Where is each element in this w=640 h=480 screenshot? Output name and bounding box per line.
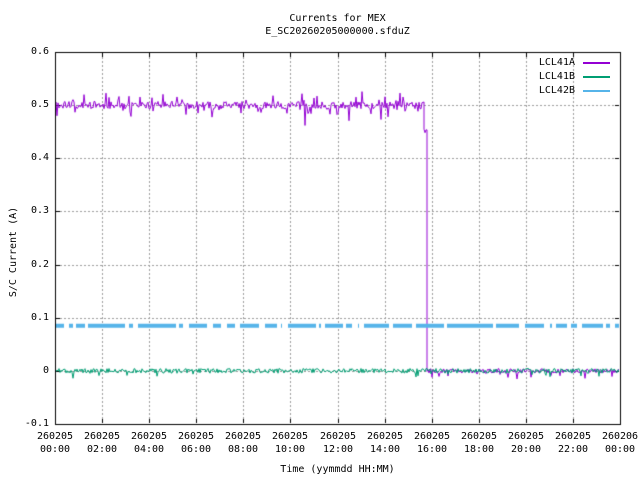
- y-tick-label: 0.4: [30, 152, 49, 163]
- x-tick-label: 260206 00:00: [589, 430, 640, 456]
- x-tick-time: 22:00: [557, 444, 589, 455]
- x-tick-date: 260205: [83, 431, 121, 442]
- x-tick-date: 260205: [36, 431, 74, 442]
- x-tick-label: 260205 08:00: [212, 430, 274, 456]
- x-tick-label: 260205 02:00: [71, 430, 133, 456]
- x-tick-label: 260205 06:00: [165, 430, 227, 456]
- x-tick-date: 260205: [460, 431, 498, 442]
- x-tick-date: 260205: [366, 431, 404, 442]
- legend-label: LCL41B: [538, 71, 575, 82]
- chart-subtitle: E_SC20260205000000.sfduZ: [265, 26, 410, 37]
- x-tick-time: 14:00: [369, 444, 401, 455]
- legend-entry: LCL41A: [539, 56, 610, 70]
- x-tick-label: 260205 00:00: [24, 430, 86, 456]
- x-tick-date: 260205: [413, 431, 451, 442]
- x-tick-date: 260205: [319, 431, 357, 442]
- y-tick-label: 0: [42, 365, 49, 376]
- legend-line-sample: [583, 76, 610, 78]
- x-tick-time: 00:00: [604, 444, 636, 455]
- x-axis-label: Time (yymmdd HH:MM): [280, 464, 395, 475]
- y-tick-label: 0.1: [30, 312, 49, 323]
- x-tick-date: 260205: [177, 431, 215, 442]
- x-tick-label: 260205 04:00: [118, 430, 180, 456]
- x-tick-date: 260205: [224, 431, 262, 442]
- x-tick-date: 260205: [271, 431, 309, 442]
- x-tick-label: 260205 14:00: [354, 430, 416, 456]
- x-tick-label: 260205 20:00: [495, 430, 557, 456]
- x-tick-time: 16:00: [416, 444, 448, 455]
- x-tick-time: 08:00: [227, 444, 259, 455]
- x-tick-label: 260205 18:00: [448, 430, 510, 456]
- x-tick-date: 260205: [554, 431, 592, 442]
- x-tick-time: 02:00: [86, 444, 118, 455]
- y-tick-label: 0.6: [30, 46, 49, 57]
- legend-line-sample: [583, 90, 610, 92]
- legend-label: LCL41A: [538, 57, 575, 68]
- y-tick-label: 0.5: [30, 99, 49, 110]
- chart-title: Currents for MEX: [289, 13, 386, 24]
- y-tick-label: 0.3: [30, 205, 49, 216]
- x-tick-time: 06:00: [180, 444, 212, 455]
- x-tick-date: 260206: [601, 431, 639, 442]
- x-tick-time: 00:00: [39, 444, 71, 455]
- y-axis-label: S/C Current (A): [8, 206, 19, 298]
- legend-entry: LCL41B: [539, 70, 610, 84]
- x-tick-date: 260205: [130, 431, 168, 442]
- x-tick-time: 10:00: [274, 444, 306, 455]
- x-tick-time: 04:00: [133, 444, 165, 455]
- legend: LCL41A LCL41B LCL42B: [539, 56, 610, 98]
- legend-label: LCL42B: [538, 85, 575, 96]
- y-tick-label: 0.2: [30, 259, 49, 270]
- y-tick-label: -0.1: [24, 418, 49, 429]
- x-tick-time: 20:00: [510, 444, 542, 455]
- legend-line-sample: [583, 62, 610, 64]
- legend-entry: LCL42B: [539, 84, 610, 98]
- x-tick-time: 18:00: [463, 444, 495, 455]
- x-tick-label: 260205 16:00: [401, 430, 463, 456]
- x-tick-label: 260205 10:00: [259, 430, 321, 456]
- x-tick-label: 260205 12:00: [307, 430, 369, 456]
- x-tick-time: 12:00: [322, 444, 354, 455]
- x-tick-date: 260205: [507, 431, 545, 442]
- x-tick-label: 260205 22:00: [542, 430, 604, 456]
